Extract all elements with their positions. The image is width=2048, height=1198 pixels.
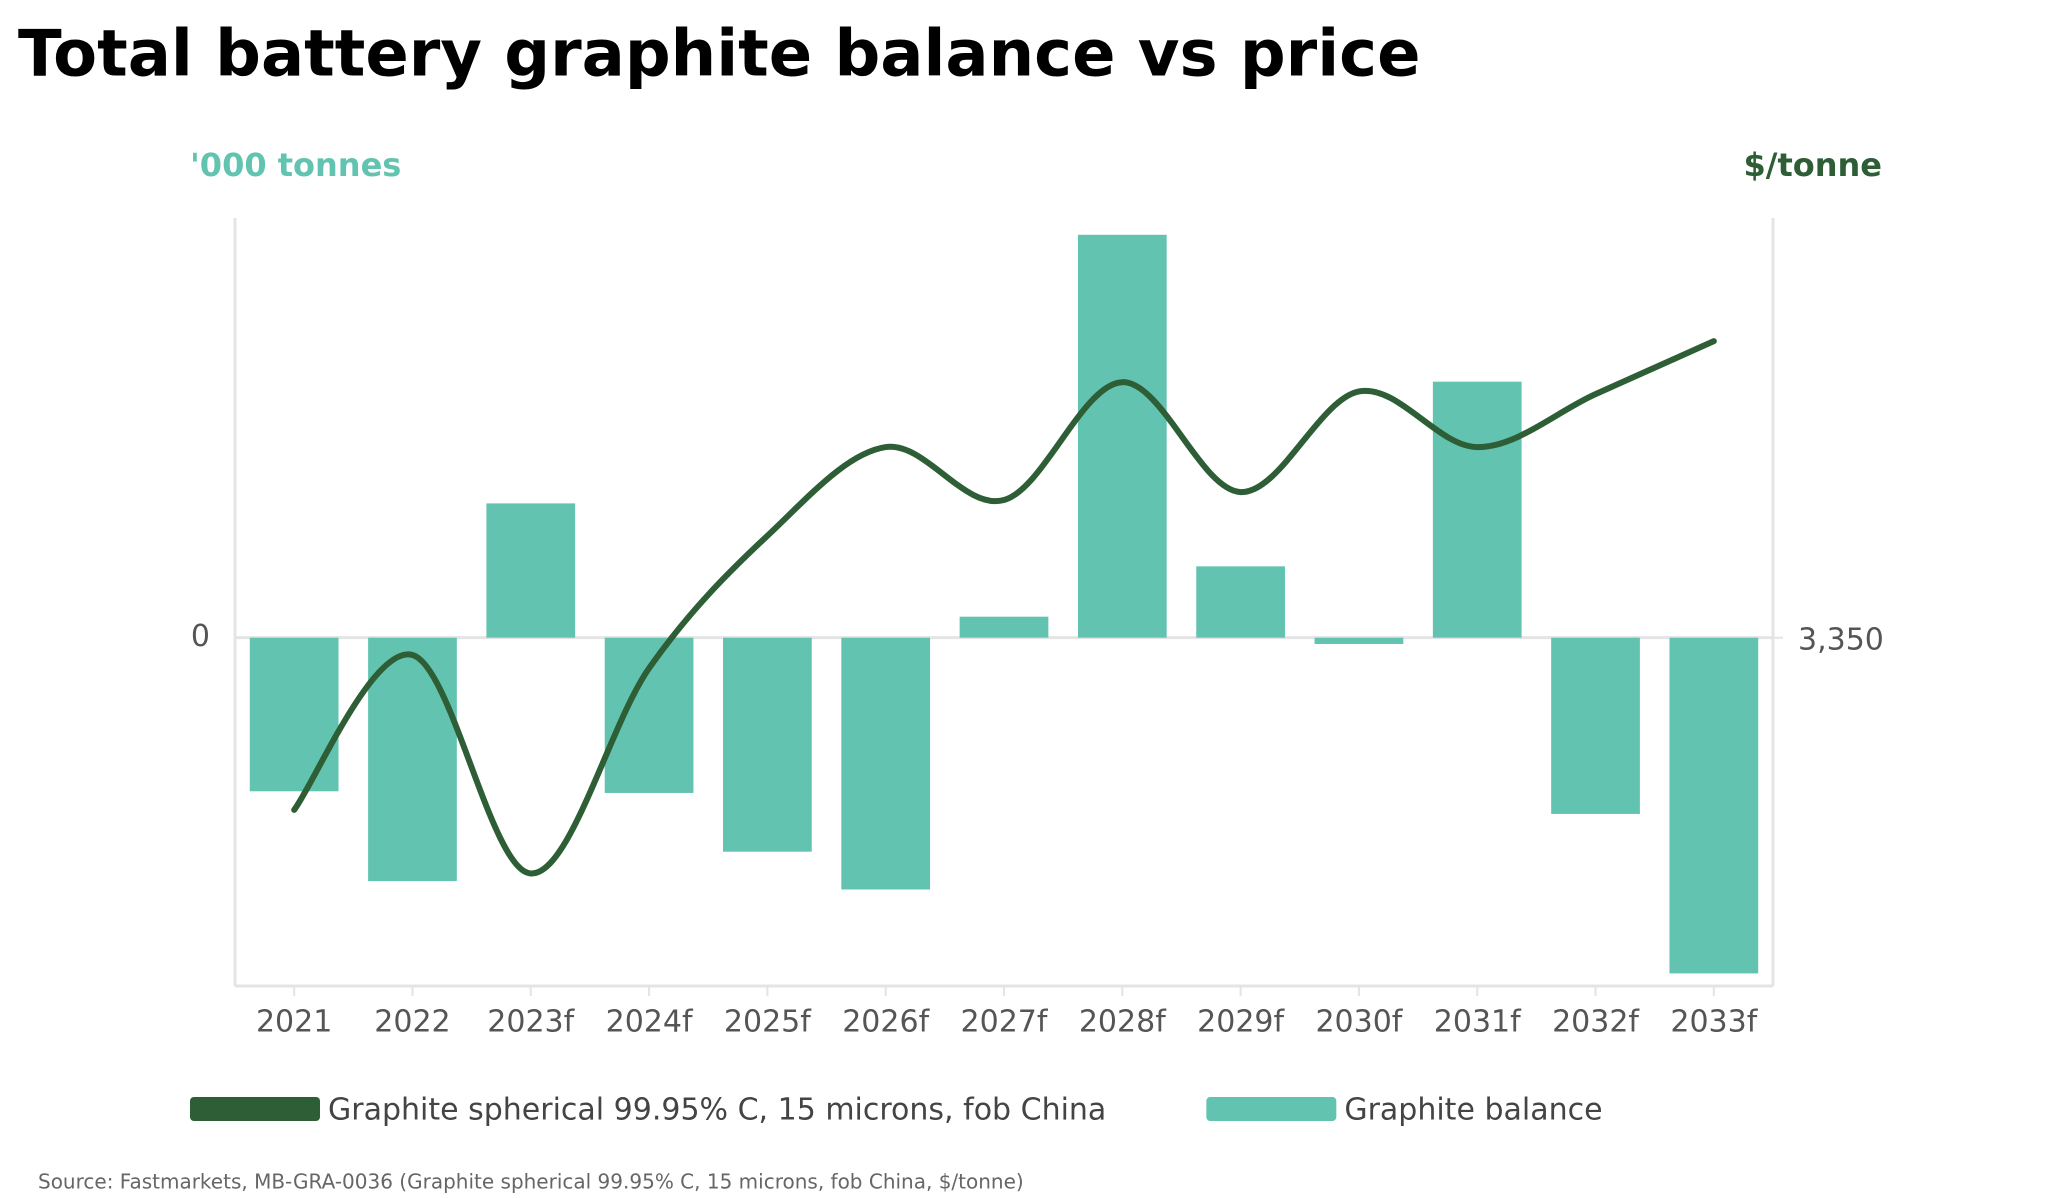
bar — [1196, 566, 1285, 638]
price-line — [291, 338, 1717, 877]
x-tick-label: 2023f — [487, 1005, 575, 1040]
legend-label: Graphite spherical 99.95% C, 15 microns,… — [328, 1093, 1106, 1128]
bar — [723, 637, 812, 852]
y2-axis-label: $/tonne — [1744, 146, 1883, 184]
x-tick-label: 2029f — [1197, 1005, 1285, 1040]
y-axis-label: '000 tonnes — [190, 146, 401, 184]
x-tick-label: 2033f — [1670, 1005, 1758, 1040]
x-tick-label: 2021 — [256, 1005, 332, 1040]
source-note: Source: Fastmarkets, MB-GRA-0036 (Graphi… — [38, 1170, 1024, 1194]
bar — [249, 637, 339, 792]
bar — [1077, 234, 1167, 638]
legend-label: Graphite balance — [1344, 1093, 1602, 1128]
x-tick-label: 2022 — [374, 1005, 450, 1040]
bar — [604, 637, 694, 793]
bar — [1432, 381, 1522, 638]
legend-swatch — [190, 1097, 320, 1121]
x-tick-label: 2030f — [1315, 1005, 1403, 1040]
y2-tick-label: 3,350 — [1798, 622, 1884, 657]
chart-title: Total battery graphite balance vs price — [18, 18, 1421, 92]
x-tick-label: 2027f — [961, 1005, 1049, 1040]
x-tick-label: 2032f — [1552, 1005, 1640, 1040]
y-tick-label: 0 — [191, 619, 210, 654]
bar — [959, 616, 1049, 638]
bar — [841, 637, 931, 890]
x-tick-label: 2028f — [1079, 1005, 1167, 1040]
x-tick-label: 2026f — [842, 1005, 930, 1040]
bar — [1551, 637, 1640, 814]
bar — [1314, 637, 1404, 644]
x-tick-label: 2025f — [724, 1005, 812, 1040]
bar — [486, 503, 576, 638]
x-tick-label: 2031f — [1434, 1005, 1522, 1040]
bar — [368, 637, 457, 882]
bar — [1669, 637, 1759, 974]
legend-swatch — [1206, 1097, 1337, 1121]
x-tick-label: 2024f — [606, 1005, 694, 1040]
